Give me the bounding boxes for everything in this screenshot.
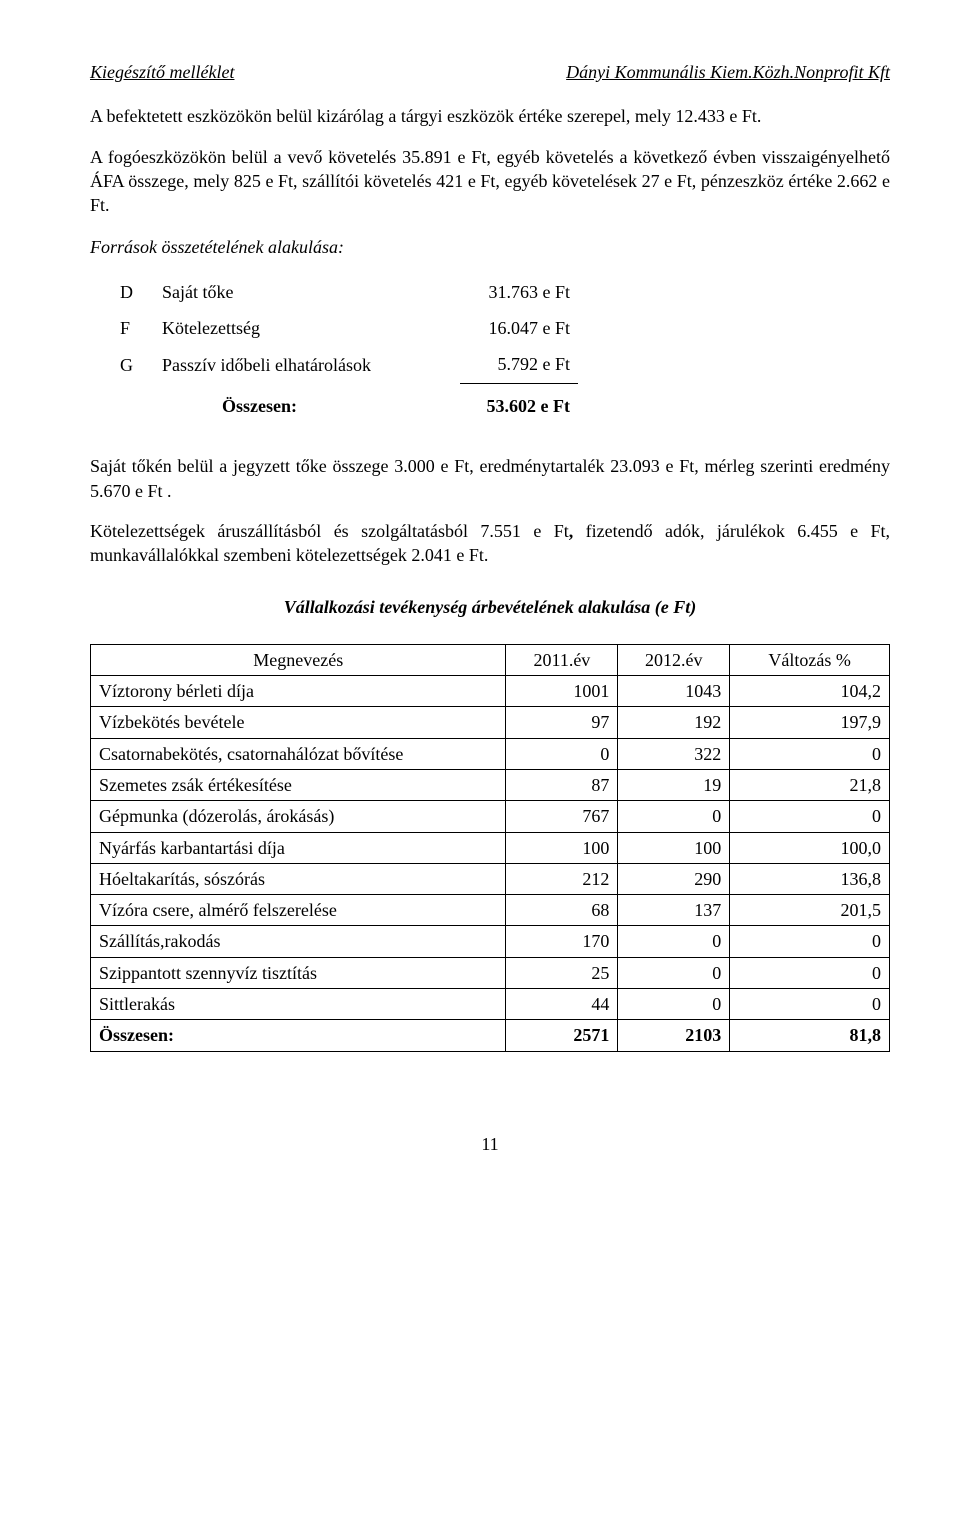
paragraph-4a: Kötelezettségek áruszállításból és szolg… [90,521,569,541]
cell: 0 [730,957,890,988]
source-code: D [120,274,162,310]
source-label: Saját tőke [162,274,460,310]
cell: 81,8 [730,1020,890,1051]
cell: 0 [618,801,730,832]
cell: Vízbekötés bevétele [91,707,506,738]
sources-total-value: 53.602 e Ft [460,383,578,424]
source-value: 5.792 e Ft [460,346,578,383]
paragraph-2: A fogóeszközökön belül a vevő követelés … [90,145,890,218]
cell: 0 [618,926,730,957]
cell: 0 [730,738,890,769]
source-code: F [120,310,162,346]
cell: 0 [730,801,890,832]
source-value: 31.763 e Ft [460,274,578,310]
table-row: Nyárfás karbantartási díja100100100,0 [91,832,890,863]
table-row: Vízbekötés bevétele97192197,9 [91,707,890,738]
source-row: D Saját tőke 31.763 e Ft [120,274,578,310]
cell: Szemetes zsák értékesítése [91,769,506,800]
cell: 0 [730,926,890,957]
cell: 322 [618,738,730,769]
sources-list: D Saját tőke 31.763 e Ft F Kötelezettség… [120,274,578,424]
revenue-heading: Vállalkozási tevékenység árbevételének a… [90,595,890,619]
table-row: Szállítás,rakodás17000 [91,926,890,957]
table-row: Sittlerakás4400 [91,989,890,1020]
cell: 21,8 [730,769,890,800]
source-code: G [120,346,162,383]
table-row: Hóeltakarítás, sószórás212290136,8 [91,863,890,894]
cell: 290 [618,863,730,894]
cell: Vízóra csere, almérő felszerelése [91,895,506,926]
source-value: 16.047 e Ft [460,310,578,346]
cell: 2103 [618,1020,730,1051]
cell: Víztorony bérleti díja [91,676,506,707]
table-row: Szemetes zsák értékesítése871921,8 [91,769,890,800]
cell: 97 [506,707,618,738]
cell: 1001 [506,676,618,707]
cell: Szállítás,rakodás [91,926,506,957]
col-2012: 2012.év [618,644,730,675]
cell: 2571 [506,1020,618,1051]
cell: 19 [618,769,730,800]
cell: 137 [618,895,730,926]
sources-heading: Források összetételének alakulása: [90,235,890,259]
table-row: Gépmunka (dózerolás, árokásás)76700 [91,801,890,832]
cell: 100 [506,832,618,863]
cell: Összesen: [91,1020,506,1051]
cell: 136,8 [730,863,890,894]
col-2011: 2011.év [506,644,618,675]
col-change: Változás % [730,644,890,675]
cell: 201,5 [730,895,890,926]
table-row: Vízóra csere, almérő felszerelése6813720… [91,895,890,926]
table-body: Víztorony bérleti díja10011043104,2 Vízb… [91,676,890,1052]
table-row: Csatornabekötés, csatornahálózat bővítés… [91,738,890,769]
cell: 68 [506,895,618,926]
paragraph-1: A befektetett eszközökön belül kizárólag… [90,104,890,128]
table-total-row: Összesen:2571210381,8 [91,1020,890,1051]
header-right: Dányi Kommunális Kiem.Közh.Nonprofit Kft [566,60,890,84]
sources-total-label: Összesen: [162,383,460,424]
cell: 1043 [618,676,730,707]
header-left: Kiegészítő melléklet [90,60,234,84]
paragraph-4: Kötelezettségek áruszállításból és szolg… [90,519,890,568]
table-header-row: Megnevezés 2011.év 2012.év Változás % [91,644,890,675]
source-label: Passzív időbeli elhatárolások [162,346,460,383]
table-row: Víztorony bérleti díja10011043104,2 [91,676,890,707]
page-number: 11 [90,1132,890,1156]
source-label: Kötelezettség [162,310,460,346]
source-row: G Passzív időbeli elhatárolások 5.792 e … [120,346,578,383]
sources-total-row: Összesen: 53.602 e Ft [120,383,578,424]
cell: 100,0 [730,832,890,863]
cell: 767 [506,801,618,832]
cell: Szippantott szennyvíz tisztítás [91,957,506,988]
cell: Gépmunka (dózerolás, árokásás) [91,801,506,832]
source-row: F Kötelezettség 16.047 e Ft [120,310,578,346]
cell: 25 [506,957,618,988]
cell: 104,2 [730,676,890,707]
cell: 0 [618,989,730,1020]
cell: Hóeltakarítás, sószórás [91,863,506,894]
cell: 197,9 [730,707,890,738]
page-header: Kiegészítő melléklet Dányi Kommunális Ki… [90,60,890,84]
cell: Nyárfás karbantartási díja [91,832,506,863]
table-row: Szippantott szennyvíz tisztítás2500 [91,957,890,988]
cell: 170 [506,926,618,957]
revenue-table: Megnevezés 2011.év 2012.év Változás % Ví… [90,644,890,1052]
cell: 0 [506,738,618,769]
cell: 44 [506,989,618,1020]
cell: 0 [618,957,730,988]
paragraph-3: Saját tőkén belül a jegyzett tőke összeg… [90,454,890,503]
cell: 0 [730,989,890,1020]
cell: 100 [618,832,730,863]
cell: Csatornabekötés, csatornahálózat bővítés… [91,738,506,769]
cell: 212 [506,863,618,894]
cell: Sittlerakás [91,989,506,1020]
cell: 87 [506,769,618,800]
cell: 192 [618,707,730,738]
col-name: Megnevezés [91,644,506,675]
